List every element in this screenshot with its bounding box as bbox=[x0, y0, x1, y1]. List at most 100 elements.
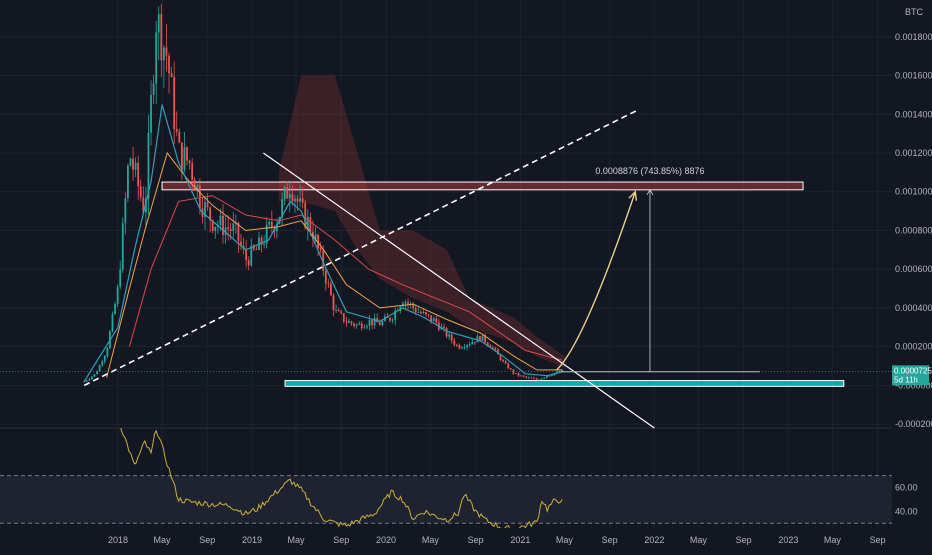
candle-body bbox=[422, 312, 425, 314]
candle-body bbox=[381, 320, 384, 326]
candle-body bbox=[209, 207, 212, 221]
time-tick-label: Sep bbox=[333, 535, 349, 545]
rsi-line bbox=[120, 428, 563, 528]
rsi-band-area bbox=[0, 475, 892, 524]
price-tick-label: -0.0000000 bbox=[895, 380, 932, 390]
candle-body bbox=[504, 361, 507, 364]
candle-body bbox=[252, 245, 255, 250]
candle-body bbox=[91, 376, 93, 380]
cloud-area bbox=[278, 75, 565, 368]
time-tick-label: 2021 bbox=[510, 535, 530, 545]
candle-body bbox=[425, 312, 427, 315]
candle-body bbox=[517, 373, 520, 376]
candle-body bbox=[281, 199, 284, 218]
candle-body bbox=[198, 185, 201, 209]
candle-body bbox=[206, 202, 209, 208]
candle-body bbox=[283, 187, 286, 200]
candle-body bbox=[127, 165, 129, 199]
drawings[interactable]: 0.0008876 (743.85%) 8876 bbox=[0, 109, 892, 429]
candle-body bbox=[160, 14, 163, 61]
candle-body bbox=[535, 378, 538, 380]
candle-body bbox=[324, 270, 327, 284]
candle-body bbox=[119, 269, 122, 287]
time-tick-label: May bbox=[288, 535, 306, 545]
candle-body bbox=[150, 94, 152, 133]
candle-body bbox=[448, 334, 451, 337]
candle-body bbox=[157, 14, 160, 33]
time-tick-label: 2020 bbox=[376, 535, 396, 545]
candle-body bbox=[304, 202, 307, 228]
rsi-tick-label: 60.00 bbox=[895, 483, 918, 493]
candle-body bbox=[111, 313, 114, 332]
candle-body bbox=[450, 334, 453, 341]
candle-body bbox=[250, 245, 253, 266]
candle-body bbox=[445, 327, 448, 337]
time-tick-label: May bbox=[154, 535, 172, 545]
candle-body bbox=[340, 311, 343, 314]
time-tick-label: May bbox=[824, 535, 842, 545]
candle-body bbox=[286, 187, 289, 199]
candles[interactable] bbox=[83, 4, 564, 383]
candle-body bbox=[222, 215, 224, 236]
time-tick-label: 2018 bbox=[108, 535, 128, 545]
candle-body bbox=[85, 380, 88, 382]
candle-body bbox=[245, 248, 248, 261]
candle-body bbox=[363, 327, 366, 329]
ema-mid-line bbox=[106, 151, 563, 378]
candle-body bbox=[175, 128, 178, 132]
candle-body bbox=[306, 217, 309, 228]
time-axis[interactable]: 2018 May Sep 2019 May Sep 2020 May Sep 2021 May Sep… bbox=[108, 535, 886, 545]
candle-body bbox=[520, 375, 523, 377]
candle-body bbox=[476, 336, 479, 343]
candle-body bbox=[499, 354, 502, 361]
time-tick-label: Sep bbox=[736, 535, 752, 545]
candle-body bbox=[170, 73, 173, 77]
candle-body bbox=[260, 237, 263, 245]
candle-body bbox=[137, 162, 140, 187]
candle-body bbox=[247, 260, 250, 266]
candle-body bbox=[88, 379, 91, 381]
resistance-zone bbox=[161, 181, 804, 191]
candle-body bbox=[173, 76, 176, 129]
time-tick-label: May bbox=[556, 535, 574, 545]
candle-body bbox=[350, 321, 353, 324]
candle-body bbox=[533, 378, 535, 379]
candle-body bbox=[219, 215, 222, 226]
candle-body bbox=[116, 286, 119, 305]
candle-body bbox=[538, 379, 540, 381]
time-tick-label: Sep bbox=[870, 535, 886, 545]
candle-body bbox=[276, 223, 278, 232]
candle-body bbox=[263, 243, 266, 245]
candle-body bbox=[83, 381, 86, 383]
quote-currency-label: BTC bbox=[905, 7, 924, 17]
ema-fast-line bbox=[83, 104, 563, 382]
candle-body bbox=[468, 344, 471, 346]
candle-body bbox=[404, 301, 407, 304]
candle-body bbox=[368, 320, 371, 326]
candle-body bbox=[314, 234, 317, 240]
candle-body bbox=[358, 323, 361, 325]
candle-body bbox=[106, 348, 109, 357]
candle-body bbox=[139, 186, 142, 198]
moving-averages bbox=[83, 104, 563, 382]
candle-body bbox=[389, 317, 391, 321]
candle-body bbox=[394, 310, 397, 320]
candle-body bbox=[98, 365, 101, 372]
candle-body bbox=[458, 344, 461, 349]
candle-body bbox=[455, 344, 458, 346]
candle-body bbox=[299, 198, 301, 202]
candle-body bbox=[93, 374, 96, 377]
candle-body bbox=[427, 314, 430, 316]
measure-label: 0.0008876 (743.85%) 8876 bbox=[595, 166, 704, 176]
candle-body bbox=[371, 320, 373, 326]
candle-body bbox=[229, 229, 232, 231]
projection-arrow bbox=[556, 191, 636, 371]
candle-body bbox=[129, 158, 132, 166]
